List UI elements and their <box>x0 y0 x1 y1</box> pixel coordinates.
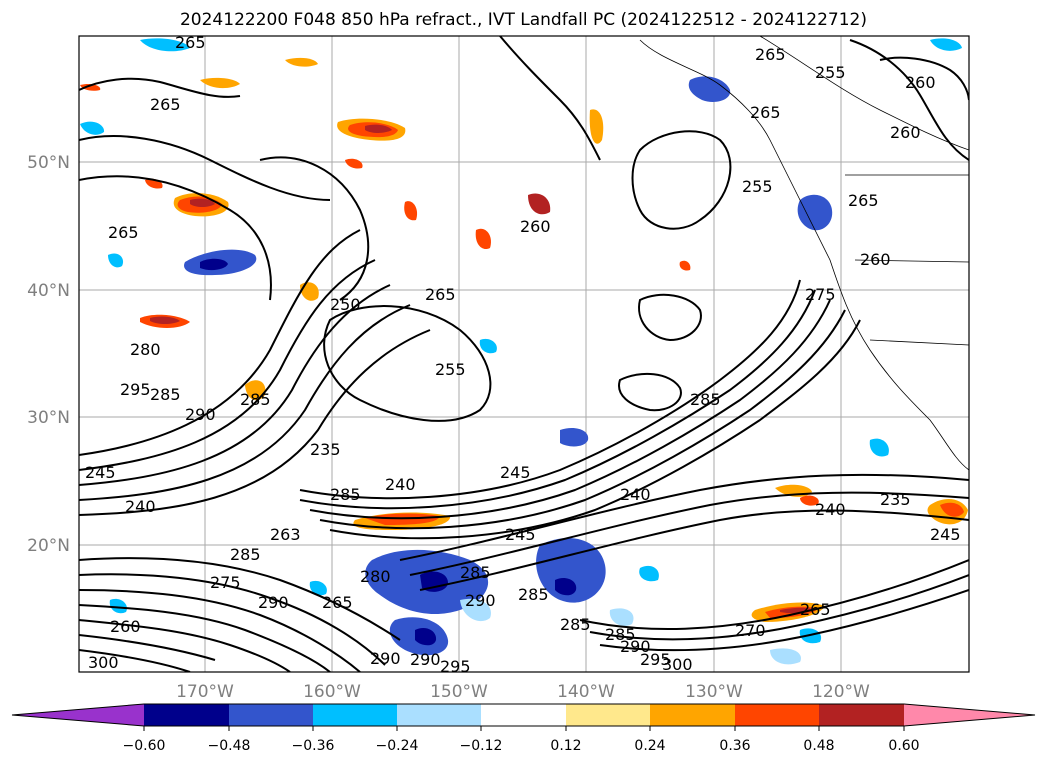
contour-label: 285 <box>560 615 591 634</box>
contour-label: 240 <box>815 500 846 519</box>
lat-label-20n: 20°N <box>27 536 70 556</box>
contour-label: 290 <box>258 593 289 612</box>
colorbar: −0.60 −0.48 −0.36 −0.24 −0.12 0.12 0.24 … <box>11 703 1036 754</box>
colorbar-swatch <box>144 704 229 726</box>
lat-label-50n: 50°N <box>27 153 70 173</box>
contour-label: 265 <box>750 103 781 122</box>
lat-label-30n: 30°N <box>27 408 70 428</box>
contour-label: 290 <box>620 637 651 656</box>
colorbar-tick: −0.24 <box>376 738 419 754</box>
contour-label: 255 <box>435 360 466 379</box>
contour-label: 255 <box>815 63 846 82</box>
contour-label: 235 <box>880 490 911 509</box>
colorbar-tick: 0.36 <box>719 738 750 754</box>
colorbar-tick: −0.60 <box>123 738 166 754</box>
contour-label: 265 <box>425 285 456 304</box>
contour-label: 295 <box>440 657 471 676</box>
contour-label: 285 <box>150 385 181 404</box>
colorbar-swatch <box>735 704 819 726</box>
contour-label: 245 <box>930 525 961 544</box>
colorbar-swatch <box>229 704 313 726</box>
contour-label: 290 <box>410 650 441 669</box>
contour-label: 260 <box>890 123 921 142</box>
contour-label: 290 <box>370 649 401 668</box>
contour-label: 300 <box>88 653 119 672</box>
colorbar-tick: −0.36 <box>292 738 335 754</box>
filled-anomalies <box>80 38 968 665</box>
colorbar-swatch <box>566 704 650 726</box>
lon-label-130w: 130°W <box>685 682 743 702</box>
colorbar-tick: −0.12 <box>460 738 503 754</box>
contour-label: 265 <box>755 45 786 64</box>
contour-label: 240 <box>125 497 156 516</box>
lon-label-140w: 140°W <box>557 682 615 702</box>
contour-label: 290 <box>465 591 496 610</box>
contour-lines <box>79 36 969 672</box>
colorbar-extend-low <box>12 704 144 726</box>
contour-label: 265 <box>108 223 139 242</box>
contour-label: 285 <box>240 390 271 409</box>
contour-label: 260 <box>860 250 891 269</box>
contour-label: 255 <box>742 177 773 196</box>
contour-label: 285 <box>230 545 261 564</box>
contour-label: 260 <box>520 217 551 236</box>
contour-label: 240 <box>385 475 416 494</box>
colorbar-tick: 0.12 <box>550 738 581 754</box>
coastlines <box>639 36 969 471</box>
lat-labels: 50°N 40°N 30°N 20°N <box>27 153 70 556</box>
lon-label-170w: 170°W <box>176 682 234 702</box>
contour-label: 285 <box>518 585 549 604</box>
contour-label: 275 <box>210 573 241 592</box>
colorbar-tick: −0.48 <box>208 738 251 754</box>
contour-label: 265 <box>150 95 181 114</box>
contour-label: 265 <box>322 593 353 612</box>
map-title: 2024122200 F048 850 hPa refract., IVT La… <box>179 10 867 30</box>
contour-label: 263 <box>270 525 301 544</box>
colorbar-swatch <box>313 704 397 726</box>
contour-label: 250 <box>330 295 361 314</box>
colorbar-swatch <box>819 704 904 726</box>
contour-label: 245 <box>505 525 536 544</box>
contour-label: 265 <box>800 600 831 619</box>
lon-label-160w: 160°W <box>303 682 361 702</box>
colorbar-tick: 0.60 <box>888 738 919 754</box>
colorbar-tick: 0.24 <box>634 738 665 754</box>
contour-label: 285 <box>605 625 636 644</box>
contour-label: 245 <box>85 463 116 482</box>
contour-label: 285 <box>460 563 491 582</box>
contour-label: 265 <box>175 33 206 52</box>
contour-label: 295 <box>640 650 671 669</box>
map-frame <box>78 35 970 673</box>
lon-label-120w: 120°W <box>812 682 870 702</box>
colorbar-extend-high <box>904 704 1035 726</box>
colorbar-swatch <box>650 704 735 726</box>
contour-label: 285 <box>330 485 361 504</box>
contour-label: 275 <box>805 285 836 304</box>
colorbar-swatch <box>397 704 481 726</box>
contour-label: 285 <box>690 390 721 409</box>
colorbar-tick: 0.48 <box>803 738 834 754</box>
lat-label-40n: 40°N <box>27 281 70 301</box>
colorbar-swatch <box>481 704 566 726</box>
contour-label: 260 <box>905 73 936 92</box>
contour-label: 235 <box>310 440 341 459</box>
map-area: 265 265 255 260 260 265 265 260 255 265 … <box>79 33 969 676</box>
contour-label: 300 <box>662 655 693 674</box>
contour-label: 295 <box>120 380 151 399</box>
contour-label: 240 <box>620 485 651 504</box>
contour-label: 290 <box>185 405 216 424</box>
lon-labels: 170°W 160°W 150°W 140°W 130°W 120°W <box>176 682 870 702</box>
contour-label: 245 <box>500 463 531 482</box>
contour-label: 270 <box>735 621 766 640</box>
contour-label: 280 <box>130 340 161 359</box>
contour-label: 280 <box>360 567 391 586</box>
lon-label-150w: 150°W <box>430 682 488 702</box>
contour-label-layer: 265 265 255 260 260 265 265 260 255 265 … <box>85 33 961 676</box>
contour-label: 260 <box>110 617 141 636</box>
contour-label: 265 <box>848 191 879 210</box>
